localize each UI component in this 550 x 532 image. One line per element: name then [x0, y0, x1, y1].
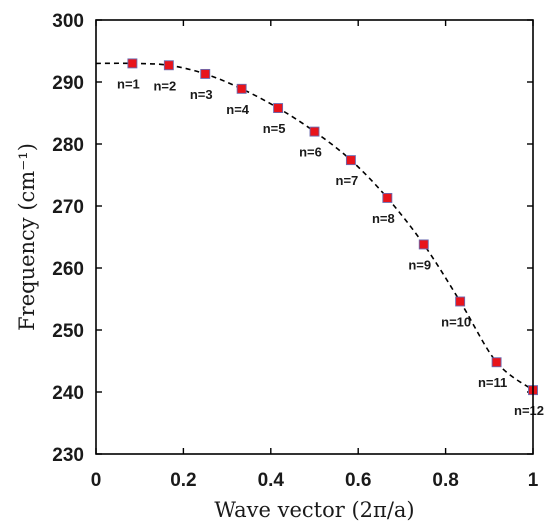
y-tick-label: 250 [52, 321, 84, 342]
y-tick-label: 280 [52, 135, 84, 156]
point-label: n=2 [153, 78, 176, 93]
x-tick-label: 0 [91, 470, 102, 491]
y-tick-label: 240 [52, 383, 84, 404]
data-point-marker [418, 239, 429, 250]
y-tick-label: 270 [52, 197, 84, 218]
y-tick-label: 230 [52, 445, 84, 466]
y-tick-label: 290 [52, 73, 84, 94]
fit-curve [95, 62, 534, 391]
point-label: n=1 [117, 76, 140, 91]
y-axis-ticks: 230 240 250 260 270 280 290 300 [52, 11, 533, 466]
point-label: n=12 [514, 403, 544, 418]
point-label: n=6 [299, 145, 322, 160]
point-labels: n=1 n=2 n=3 n=4 n=5 n=6 n=7 n=8 n=9 n=10 n=11 n=12 [117, 76, 544, 418]
point-label: n=7 [336, 173, 359, 188]
x-axis-ticks: 0 0.2 0.4 0.6 0.8 1 [91, 20, 539, 491]
x-tick-label: 0.2 [170, 470, 196, 491]
x-axis-title: Wave vector (2π/a) [214, 498, 414, 522]
data-point-marker [345, 155, 356, 166]
x-tick-label: 1 [528, 470, 539, 491]
x-tick-label: 0.4 [258, 470, 285, 491]
data-point-marker [455, 296, 466, 307]
data-point-marker [127, 58, 138, 69]
data-point-marker [382, 192, 393, 203]
data-point-marker [200, 68, 211, 79]
plot-frame [95, 19, 534, 455]
data-markers [127, 58, 538, 396]
y-tick-label: 260 [52, 259, 84, 280]
data-point-marker [273, 103, 284, 113]
point-label: n=10 [441, 314, 471, 329]
data-point-marker [236, 83, 247, 94]
point-label: n=3 [190, 87, 213, 102]
point-label: n=11 [478, 375, 507, 390]
y-axis-title: Frequency (cm⁻¹) [15, 143, 39, 331]
y-tick-label: 300 [52, 11, 84, 32]
data-point-marker [309, 126, 320, 137]
point-label: n=9 [408, 257, 431, 272]
data-point-marker [491, 357, 502, 368]
point-label: n=4 [226, 102, 250, 117]
data-point-marker [163, 60, 174, 71]
x-tick-label: 0.6 [345, 470, 371, 491]
point-label: n=5 [263, 121, 286, 136]
x-tick-label: 0.8 [432, 470, 458, 491]
point-label: n=8 [372, 211, 395, 226]
